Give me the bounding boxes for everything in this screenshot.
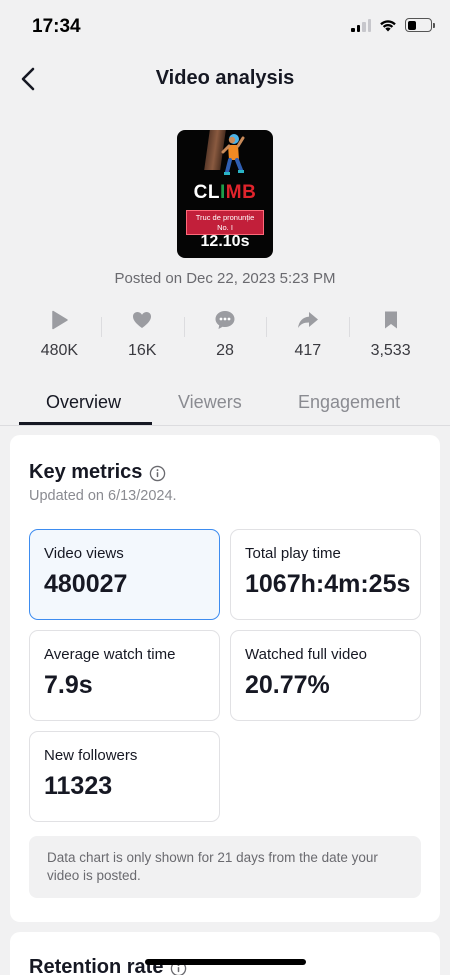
bookmark-icon xyxy=(384,311,397,329)
metric-video-views[interactable]: Video views 480027 xyxy=(29,529,220,620)
active-tab-indicator xyxy=(19,422,152,425)
battery-icon xyxy=(405,18,435,32)
page-title: Video analysis xyxy=(155,67,295,89)
status-bar: 17:34 xyxy=(0,0,450,54)
tab-overview[interactable]: Overview xyxy=(46,392,122,412)
data-chart-note: Data chart is only shown for 21 days fro… xyxy=(29,836,421,898)
status-icons xyxy=(351,18,435,32)
header: Video analysis xyxy=(0,54,450,104)
climber-illustration xyxy=(221,134,245,175)
stat-shares: 417 xyxy=(266,305,349,365)
thumbnail-banner: Truc de pronunție No. I xyxy=(186,210,264,235)
metric-total-play-time[interactable]: Total play time 1067h:4m:25s xyxy=(230,529,421,620)
retention-rate-card: Retention rate xyxy=(10,932,440,975)
comment-icon xyxy=(215,311,235,329)
tab-engagement[interactable]: Engagement xyxy=(298,392,401,412)
home-indicator[interactable] xyxy=(145,959,306,965)
info-icon[interactable] xyxy=(149,465,166,482)
stat-saves: 3,533 xyxy=(349,305,432,365)
wifi-icon xyxy=(380,20,396,32)
cellular-signal-icon xyxy=(351,18,371,32)
tab-bar: Overview Viewers Engagement xyxy=(0,380,450,426)
status-time: 17:34 xyxy=(32,16,81,37)
heart-icon xyxy=(133,312,152,328)
video-stats: 480K 16K 28 417 3,533 xyxy=(18,305,432,365)
chevron-left-icon xyxy=(21,67,35,91)
thumbnail-title: CLIMB xyxy=(193,182,257,203)
metric-watched-full-video[interactable]: Watched full video 20.77% xyxy=(230,630,421,721)
posted-date: Posted on Dec 22, 2023 5:23 PM xyxy=(114,270,336,287)
key-metrics-card: Key metrics Updated on 6/13/2024. Video … xyxy=(10,435,440,922)
video-thumbnail[interactable]: CLIMB Truc de pronunție No. I 12.10s xyxy=(177,130,273,258)
stat-likes: 16K xyxy=(100,305,184,365)
tab-viewers[interactable]: Viewers xyxy=(178,392,242,412)
stat-views: 480K xyxy=(18,305,101,365)
share-icon xyxy=(297,312,318,328)
play-icon xyxy=(52,310,69,330)
video-duration: 12.10s xyxy=(200,233,250,250)
back-button[interactable] xyxy=(14,64,44,94)
retention-rate-title: Retention rate xyxy=(29,956,164,975)
stat-comments: 28 xyxy=(183,305,267,365)
key-metrics-title: Key metrics xyxy=(29,461,143,483)
metric-average-watch-time[interactable]: Average watch time 7.9s xyxy=(29,630,220,721)
metrics-updated-date: Updated on 6/13/2024. xyxy=(29,488,177,504)
metric-new-followers[interactable]: New followers 11323 xyxy=(29,731,220,822)
